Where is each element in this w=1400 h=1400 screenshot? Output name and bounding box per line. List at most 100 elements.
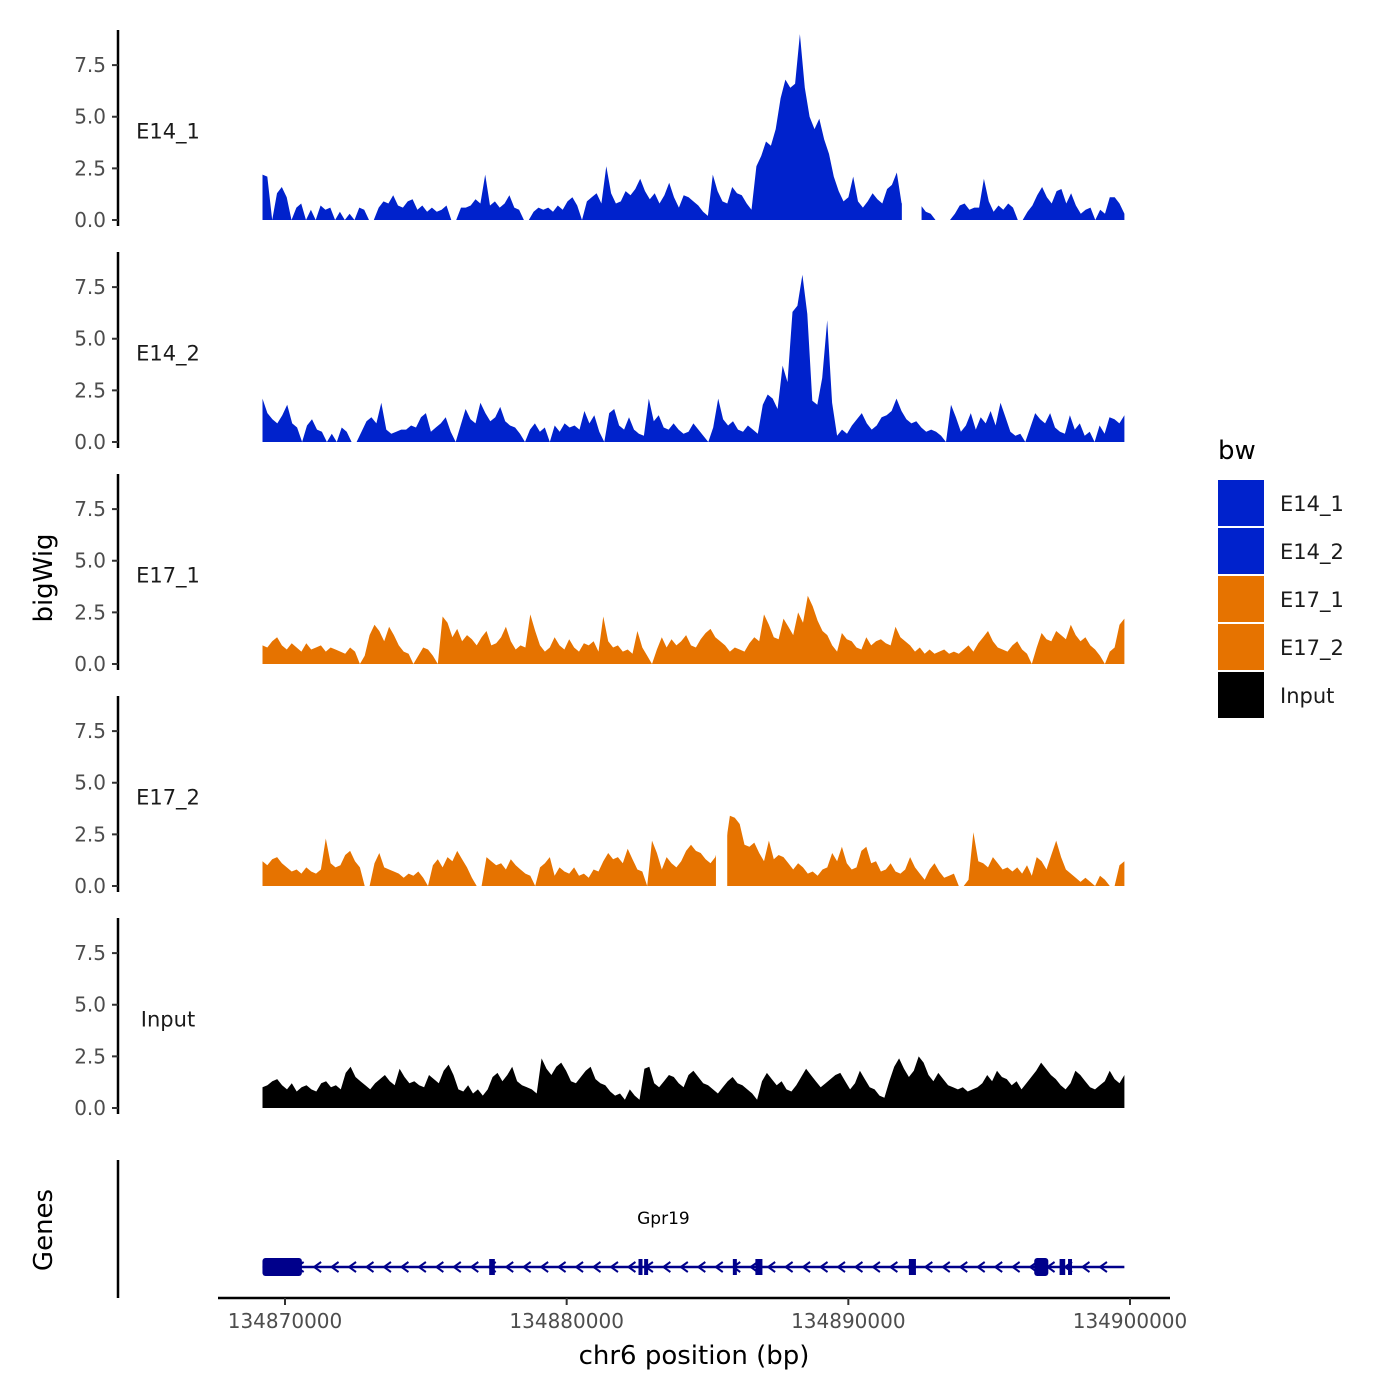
track-label-E14_2: E14_2 [136,342,200,367]
legend-swatch-Input [1218,672,1264,718]
y-tick-label: 0.0 [74,208,106,232]
gene-exon [262,1258,302,1276]
track-label-E17_1: E17_1 [136,564,200,589]
gene-panel: Gpr19 [116,1160,1125,1298]
strand-arrow [941,1261,951,1273]
y-tick-label: 7.5 [74,497,106,521]
y-tick-label: 2.5 [74,378,106,402]
track-label-E14_1: E14_1 [136,120,200,145]
x-tick-label: 134870000 [228,1309,343,1333]
legend-swatch-E14_2 [1218,528,1264,574]
y-tick-label: 7.5 [74,275,106,299]
strand-arrow [748,1261,759,1273]
legend-label-E17_2: E17_2 [1280,636,1344,661]
y-tick-label: 5.0 [74,327,106,351]
strand-arrow [836,1261,846,1273]
gene-exon [1034,1258,1049,1276]
strand-arrow [853,1261,864,1273]
gene-exon [1068,1259,1073,1275]
strand-arrow [714,1261,724,1273]
strand-arrow [783,1261,794,1273]
signal-area-E14_1 [262,34,1125,220]
strand-arrow [521,1261,532,1273]
strand-arrow [696,1261,706,1273]
strand-arrow [591,1261,602,1273]
y-tick-label: 5.0 [74,771,106,795]
track-panel-E17_1: 0.0 2.5 5.0 7.5 E17_1 [74,474,1125,676]
y-tick-label: 0.0 [74,652,106,676]
strand-arrow [801,1261,811,1273]
strand-arrow [382,1261,392,1273]
x-axis-title: chr6 position (bp) [579,1341,810,1371]
strand-arrow [818,1261,829,1273]
signal-area-Input [262,1056,1125,1108]
strand-arrow [1010,1261,1021,1273]
strand-arrow [469,1261,479,1273]
strand-arrow [626,1261,637,1273]
signal-area-E17_1 [262,595,1125,664]
strand-arrow [417,1261,427,1273]
gene-exon [1059,1259,1066,1275]
y-tick-label: 5.0 [74,105,106,129]
strand-arrow [871,1261,881,1273]
strand-arrow [958,1261,968,1273]
y-tick-label: 0.0 [74,874,106,898]
strand-arrow [312,1261,322,1273]
strand-arrow [434,1261,444,1273]
legend-title: bw [1218,436,1256,466]
strand-arrow [556,1261,567,1273]
y-tick-label: 5.0 [74,993,106,1017]
gene-exon [732,1259,737,1275]
x-tick-label: 134890000 [791,1309,906,1333]
y-tick-label: 5.0 [74,549,106,573]
strand-arrow [539,1261,549,1273]
legend-swatch-E17_2 [1218,624,1264,670]
signal-area-E14_2 [262,274,1125,442]
strand-arrow [975,1261,986,1273]
strand-arrow [766,1261,776,1273]
legend-label-E14_1: E14_1 [1280,492,1344,517]
coverage-gap [901,30,922,221]
signal-panels: 0.0 2.5 5.0 7.5 E14_1 0.0 2.5 5.0 7.5 E14_2 0.0 2.5… [74,30,1125,1120]
track-panel-Input: 0.0 2.5 5.0 7.5 Input [74,918,1125,1120]
legend: bw E14_1 E14_2 E17_1 E17_2 Input [1218,436,1344,718]
track-panel-E17_2: 0.0 2.5 5.0 7.5 E17_2 [74,696,1125,898]
y-tick-label: 0.0 [74,1096,106,1120]
strand-arrow [661,1261,671,1273]
legend-swatch-E17_1 [1218,576,1264,622]
gene-exon [644,1259,649,1275]
gene-exon [755,1259,763,1275]
legend-label-E17_1: E17_1 [1280,588,1344,613]
track-panel-E14_1: 0.0 2.5 5.0 7.5 E14_1 [74,30,1125,232]
y-tick-label: 0.0 [74,430,106,454]
strand-arrow [504,1261,514,1273]
y-tick-label: 2.5 [74,600,106,624]
strand-arrow [609,1261,619,1273]
signal-area-E17_2 [262,815,1125,886]
strand-arrow [399,1261,410,1273]
legend-label-Input: Input [1280,684,1334,708]
strand-arrow [364,1261,375,1273]
strand-arrow [888,1261,898,1273]
gene-exon [489,1259,495,1275]
x-axis: 134870000 134880000 134890000 134900000 [218,1296,1187,1333]
coverage-gap [715,696,728,887]
gene-exon [638,1259,643,1275]
strand-arrow [993,1261,1003,1273]
track-label-E17_2: E17_2 [136,786,200,811]
legend-swatch-E14_1 [1218,480,1264,526]
y-tick-label: 2.5 [74,1044,106,1068]
track-label-Input: Input [141,1008,195,1032]
strand-arrow [1080,1261,1091,1273]
y-tick-label: 7.5 [74,941,106,965]
strand-arrow [574,1261,584,1273]
y-tick-label: 7.5 [74,719,106,743]
gene-exon [908,1259,916,1275]
y-tick-label: 2.5 [74,156,106,180]
y-tick-label: 7.5 [74,53,106,77]
y-axis-title: bigWig [29,533,59,622]
genes-axis-title: Genes [29,1189,59,1271]
strand-arrow [452,1261,462,1273]
strand-arrow [923,1261,933,1273]
